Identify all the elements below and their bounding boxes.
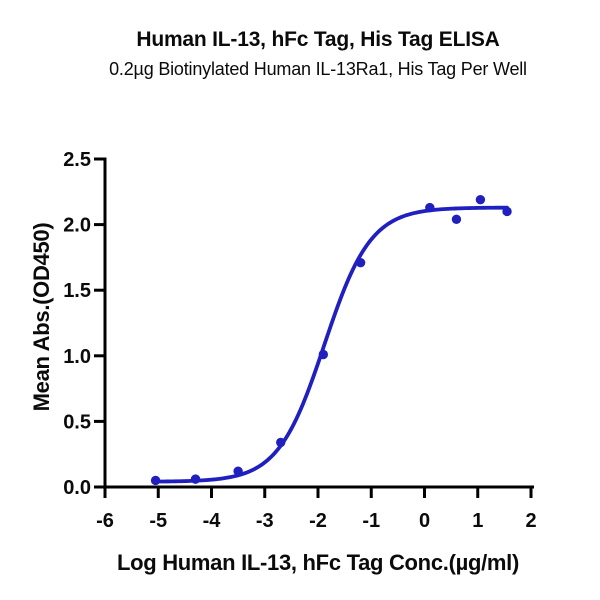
data-point xyxy=(276,437,286,448)
y-tick-label: 2.5 xyxy=(63,149,91,171)
chart-title: Human IL-13, hFc Tag, His Tag ELISA xyxy=(136,28,500,51)
y-tick-label: 0.0 xyxy=(63,477,91,499)
x-tick-label: 2 xyxy=(525,510,536,532)
x-tick-label: 0 xyxy=(419,510,430,532)
data-point xyxy=(233,466,243,476)
x-tick-label: -6 xyxy=(96,510,114,532)
data-point xyxy=(502,206,512,217)
y-tick-label: 0.5 xyxy=(63,411,91,433)
data-point xyxy=(150,475,161,486)
fit-curve xyxy=(153,205,509,484)
data-point xyxy=(190,474,201,484)
y-tick-label: 2.0 xyxy=(63,215,91,237)
data-point xyxy=(355,257,366,268)
x-tick-label: -1 xyxy=(362,510,380,532)
y-tick-label: 1.5 xyxy=(63,280,91,302)
data-point xyxy=(425,202,435,213)
x-tick-label: -4 xyxy=(203,510,222,532)
x-tick-label: -2 xyxy=(309,510,327,532)
x-tick-label: -5 xyxy=(149,510,167,532)
data-point xyxy=(318,349,329,360)
x-tick-label: -3 xyxy=(256,510,274,532)
chart-subtitle: 0.2µg Biotinylated Human IL-13Ra1, His T… xyxy=(109,59,527,79)
y-tick-label: 1.0 xyxy=(63,346,91,368)
x-tick-label: 1 xyxy=(472,510,483,532)
y-axis-label: Mean Abs.(OD450) xyxy=(29,223,54,412)
data-point xyxy=(451,214,462,225)
data-point xyxy=(475,194,486,205)
x-axis-label: Log Human IL-13, hFc Tag Conc.(µg/ml) xyxy=(117,550,519,575)
plot-axes-and-data: -6 -5 -4 -3 -2 -1 0 1 2 0.0 0.5 1.0 1.5 2.0 2.5 xyxy=(63,149,536,532)
